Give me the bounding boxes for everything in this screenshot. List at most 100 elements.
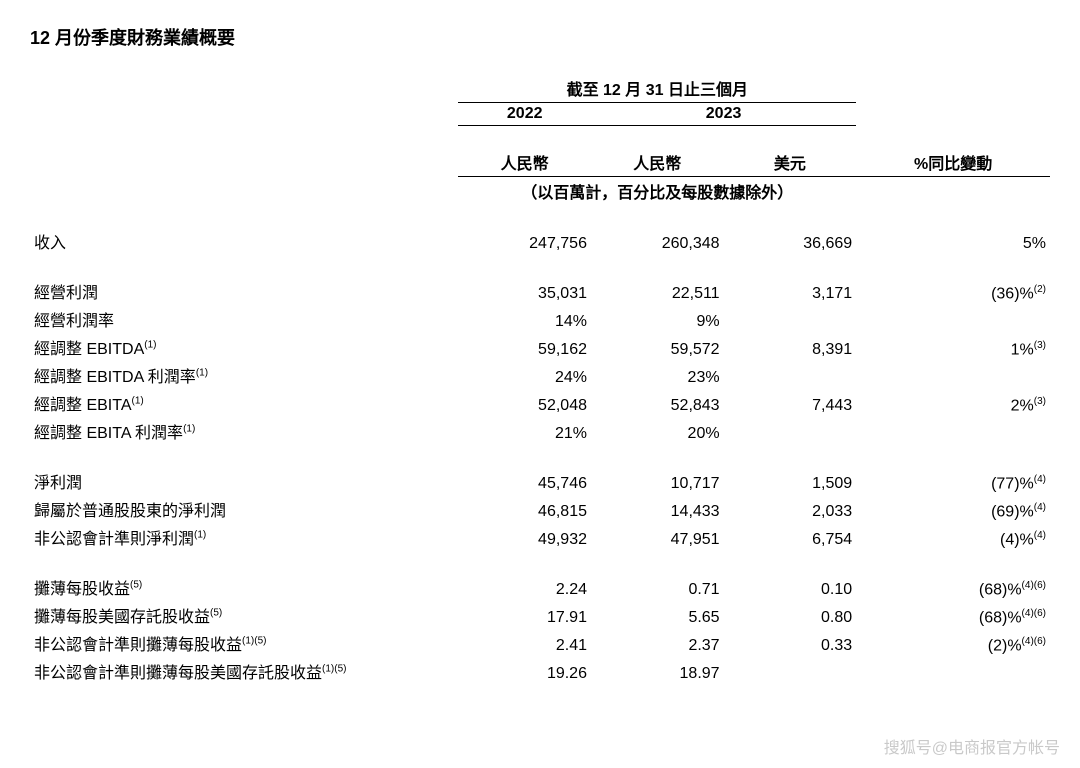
label-footnote: (1)(5)	[242, 636, 266, 647]
curr1-header: 人民幣	[458, 148, 591, 177]
change-value: (36)%(2)	[856, 277, 1050, 305]
cell-value: 5.65	[591, 601, 724, 629]
cell-value: 1,509	[724, 467, 857, 495]
curr2-header: 人民幣	[591, 148, 724, 177]
table-row	[30, 551, 1050, 573]
change-value: 2%(3)	[856, 389, 1050, 417]
cell-value: 2.24	[458, 573, 591, 601]
page-title: 12 月份季度財務業績概要	[30, 24, 1050, 50]
cell-value: 47,951	[591, 523, 724, 551]
year2-header: 2023	[591, 103, 856, 126]
cell-value: 20%	[591, 417, 724, 445]
cell-value: 23%	[591, 361, 724, 389]
row-label: 經調整 EBITDA 利潤率(1)	[30, 361, 458, 389]
change-value: (4)%(4)	[856, 523, 1050, 551]
year1-header: 2022	[458, 103, 591, 126]
change-value: 1%(3)	[856, 333, 1050, 361]
label-footnote: (5)	[130, 580, 142, 591]
cell-value: 14,433	[591, 495, 724, 523]
table-row: 經調整 EBITDA 利潤率(1)24%23%	[30, 361, 1050, 389]
change-value: (68)%(4)(6)	[856, 601, 1050, 629]
row-label: 非公認會計準則攤薄每股收益(1)(5)	[30, 629, 458, 657]
table-row	[30, 255, 1050, 277]
cell-value: 59,572	[591, 333, 724, 361]
watermark: 搜狐号@电商报官方帐号	[884, 734, 1060, 758]
change-value	[856, 417, 1050, 445]
change-value: (68)%(4)(6)	[856, 573, 1050, 601]
row-label: 經調整 EBITA 利潤率(1)	[30, 417, 458, 445]
table-row: 收入247,756260,34836,6695%	[30, 227, 1050, 255]
cell-value: 59,162	[458, 333, 591, 361]
cell-value: 24%	[458, 361, 591, 389]
cell-value: 0.33	[724, 629, 857, 657]
table-row: 經調整 EBITA(1)52,04852,8437,4432%(3)	[30, 389, 1050, 417]
table-row	[30, 445, 1050, 467]
label-footnote: (1)(5)	[322, 664, 346, 675]
row-label: 非公認會計準則攤薄每股美國存託股收益(1)(5)	[30, 657, 458, 685]
cell-value: 36,669	[724, 227, 857, 255]
table-row: 非公認會計準則淨利潤(1)49,93247,9516,754(4)%(4)	[30, 523, 1050, 551]
cell-value: 35,031	[458, 277, 591, 305]
cell-value: 6,754	[724, 523, 857, 551]
label-footnote: (1)	[183, 424, 195, 435]
table-row: 經營利潤35,03122,5113,171(36)%(2)	[30, 277, 1050, 305]
row-label: 經調整 EBITA(1)	[30, 389, 458, 417]
change-value: (2)%(4)(6)	[856, 629, 1050, 657]
cell-value: 22,511	[591, 277, 724, 305]
cell-value: 45,746	[458, 467, 591, 495]
change-header: %同比變動	[856, 148, 1050, 177]
change-footnote: (4)	[1034, 530, 1046, 541]
cell-value: 14%	[458, 305, 591, 333]
change-footnote: (4)(6)	[1022, 608, 1046, 619]
cell-value: 2.37	[591, 629, 724, 657]
cell-value	[724, 305, 857, 333]
change-value: (69)%(4)	[856, 495, 1050, 523]
label-footnote: (1)	[194, 530, 206, 541]
change-value	[856, 305, 1050, 333]
change-footnote: (4)(6)	[1022, 636, 1046, 647]
units-note: （以百萬計，百分比及每股數據除外）	[458, 177, 856, 206]
cell-value	[724, 361, 857, 389]
cell-value: 46,815	[458, 495, 591, 523]
table-row: 攤薄每股收益(5)2.240.710.10(68)%(4)(6)	[30, 573, 1050, 601]
row-label: 非公認會計準則淨利潤(1)	[30, 523, 458, 551]
row-label: 收入	[30, 227, 458, 255]
cell-value: 10,717	[591, 467, 724, 495]
cell-value: 52,843	[591, 389, 724, 417]
financial-table: 截至 12 月 31 日止三個月 2022 2023 人民幣 人民幣 美元 %同…	[30, 74, 1050, 685]
label-footnote: (5)	[210, 608, 222, 619]
cell-value: 49,932	[458, 523, 591, 551]
change-value	[856, 657, 1050, 685]
row-label: 攤薄每股美國存託股收益(5)	[30, 601, 458, 629]
cell-value: 2.41	[458, 629, 591, 657]
change-footnote: (4)(6)	[1022, 580, 1046, 591]
period-header: 截至 12 月 31 日止三個月	[458, 74, 856, 103]
table-row: 攤薄每股美國存託股收益(5)17.915.650.80(68)%(4)(6)	[30, 601, 1050, 629]
row-label: 經調整 EBITDA(1)	[30, 333, 458, 361]
cell-value: 0.71	[591, 573, 724, 601]
table-row: 歸屬於普通股股東的淨利潤46,81514,4332,033(69)%(4)	[30, 495, 1050, 523]
change-footnote: (2)	[1034, 284, 1046, 295]
table-row: 非公認會計準則攤薄每股收益(1)(5)2.412.370.33(2)%(4)(6…	[30, 629, 1050, 657]
cell-value: 18.97	[591, 657, 724, 685]
cell-value	[724, 657, 857, 685]
cell-value: 8,391	[724, 333, 857, 361]
row-label: 歸屬於普通股股東的淨利潤	[30, 495, 458, 523]
table-row: 非公認會計準則攤薄每股美國存託股收益(1)(5)19.2618.97	[30, 657, 1050, 685]
change-footnote: (3)	[1034, 340, 1046, 351]
cell-value: 0.80	[724, 601, 857, 629]
change-footnote: (4)	[1034, 474, 1046, 485]
cell-value: 7,443	[724, 389, 857, 417]
row-label: 經營利潤率	[30, 305, 458, 333]
cell-value: 260,348	[591, 227, 724, 255]
change-value: (77)%(4)	[856, 467, 1050, 495]
change-value: 5%	[856, 227, 1050, 255]
table-row: 淨利潤45,74610,7171,509(77)%(4)	[30, 467, 1050, 495]
cell-value: 0.10	[724, 573, 857, 601]
cell-value: 247,756	[458, 227, 591, 255]
change-footnote: (4)	[1034, 502, 1046, 513]
cell-value: 19.26	[458, 657, 591, 685]
cell-value: 52,048	[458, 389, 591, 417]
row-label: 攤薄每股收益(5)	[30, 573, 458, 601]
table-row: 經調整 EBITA 利潤率(1)21%20%	[30, 417, 1050, 445]
